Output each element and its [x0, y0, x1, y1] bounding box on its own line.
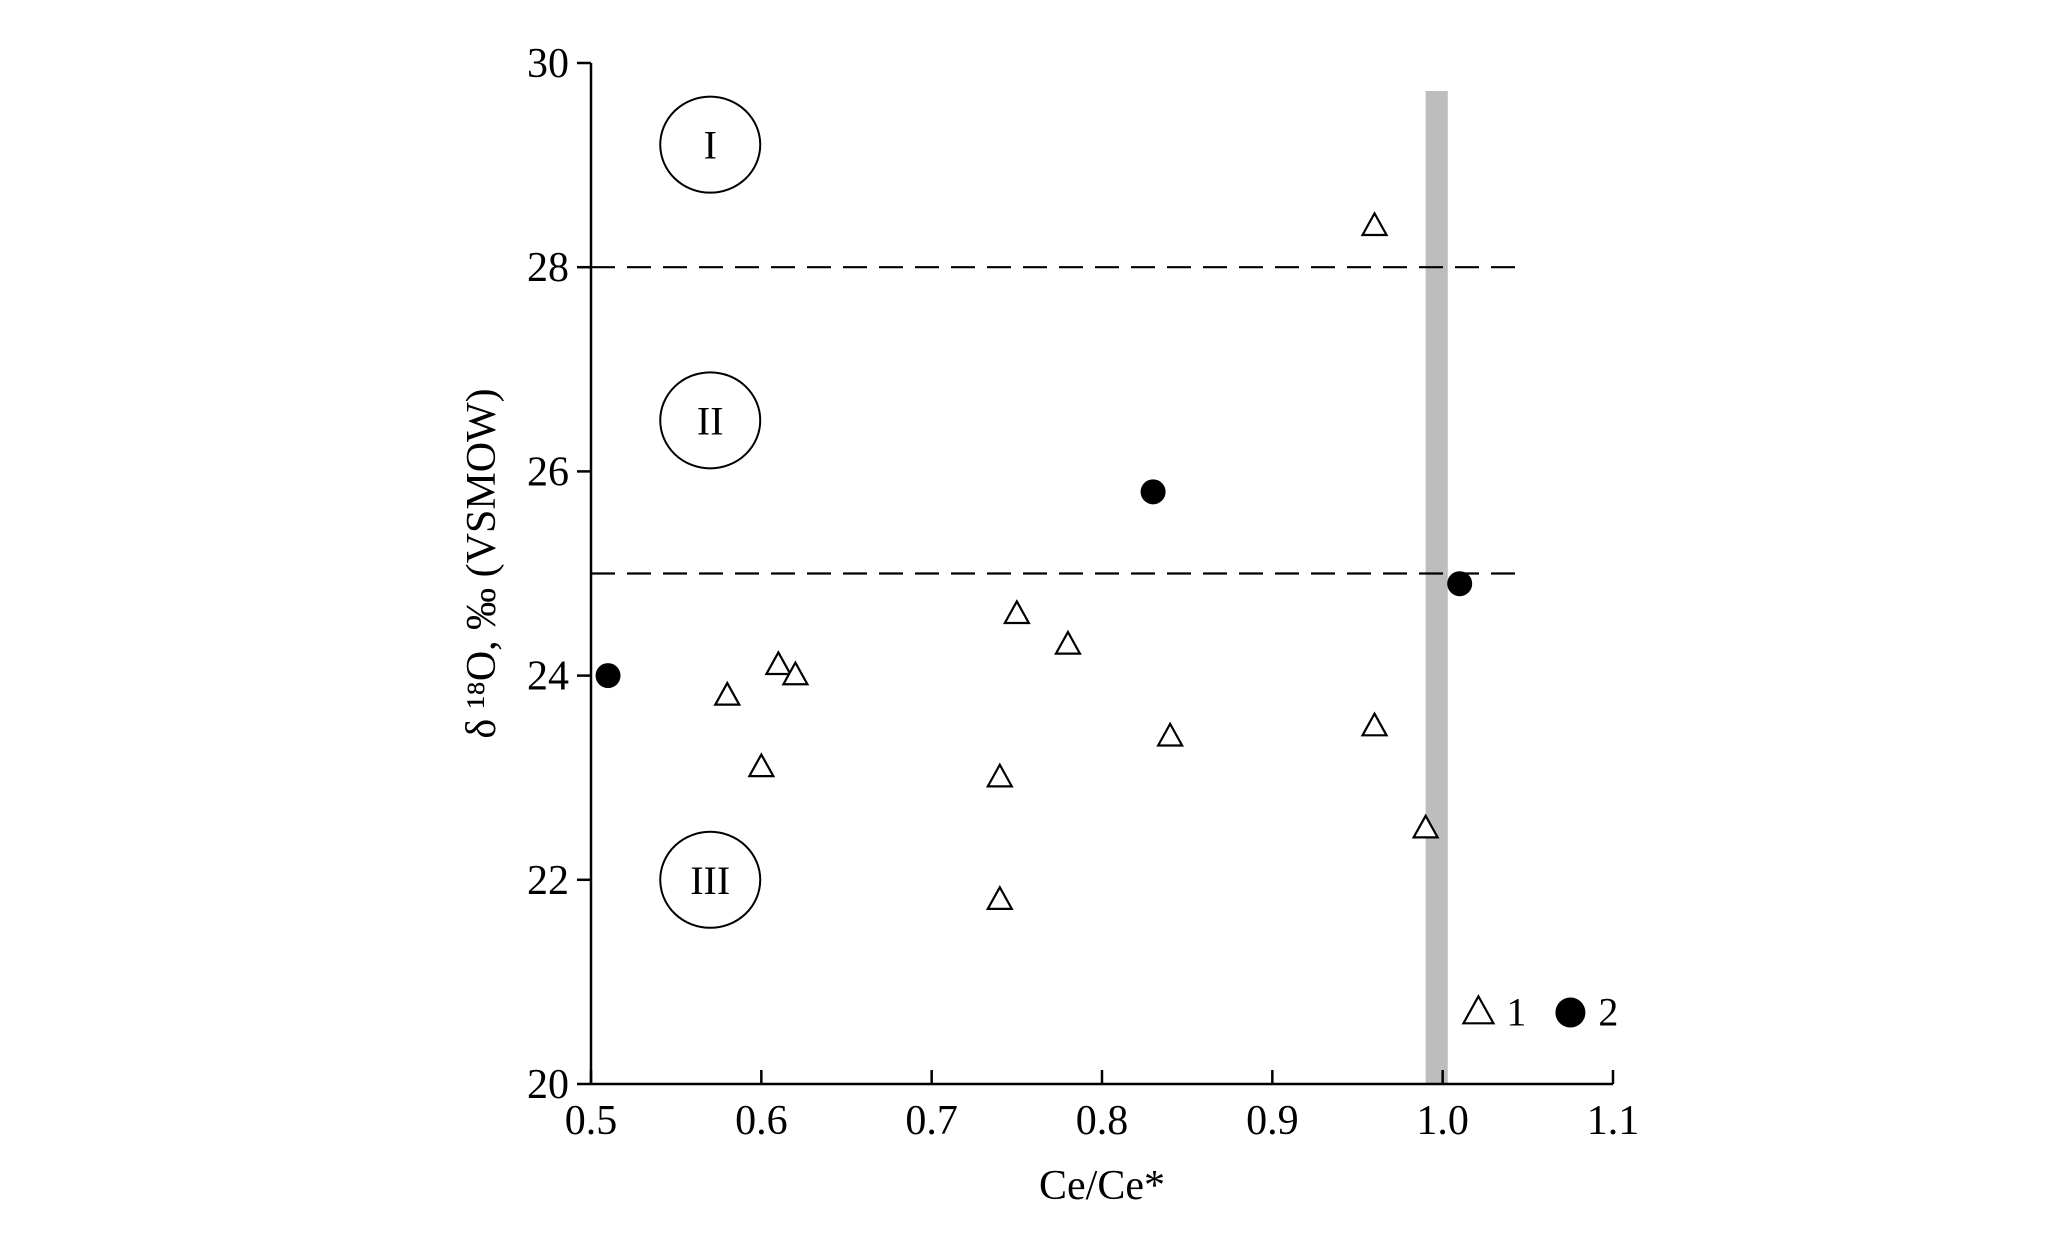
x-axis-title: Ce/Ce*	[1039, 1163, 1165, 1209]
data-point-triangle	[1411, 813, 1440, 839]
reference-lines	[591, 266, 1520, 575]
y-axis-title: δ ¹⁸O, ‰ (VSMOW)	[459, 388, 505, 738]
data-point-circle	[1447, 571, 1473, 597]
zone-label: I	[704, 123, 717, 168]
x-tick-label: 0.8	[1076, 1098, 1129, 1144]
data-point-triangle	[1002, 599, 1031, 625]
data-point-triangle	[781, 660, 810, 686]
zone-label: III	[690, 858, 730, 903]
x-axis-ticks: 0.5 0.6 0.7 0.8 0.9 1.0 1.1	[565, 1070, 1640, 1144]
zone-circle	[659, 95, 762, 194]
legend-marker-circle	[1555, 997, 1586, 1028]
data-point-triangle	[1054, 629, 1082, 655]
zone-label: II	[697, 398, 724, 443]
legend-marker-triangle	[1461, 994, 1496, 1025]
x-tick-label: 0.9	[1246, 1098, 1299, 1144]
x-tick-label: 0.5	[565, 1098, 618, 1144]
data-point-triangle	[1360, 711, 1389, 737]
data-point-triangle	[985, 884, 1014, 910]
data-point-circle	[1140, 479, 1166, 505]
data-point-circle	[595, 663, 621, 689]
zone-circle	[659, 371, 762, 470]
data-point-triangle	[713, 680, 742, 706]
legend-label: 2	[1598, 990, 1618, 1035]
y-axis-ticks: 20 22 24 26 28 30	[527, 41, 591, 1108]
y-tick-label: 20	[527, 1062, 569, 1108]
data-point-triangle	[985, 762, 1014, 788]
reference-band-ce-anomaly	[1425, 91, 1448, 1084]
data-points	[595, 211, 1473, 910]
data-point-triangle	[1360, 211, 1389, 237]
y-tick-label: 24	[527, 654, 569, 700]
x-tick-label: 0.6	[735, 1098, 788, 1144]
y-tick-label: 30	[527, 41, 569, 87]
x-tick-label: 1.0	[1416, 1098, 1469, 1144]
legend-label: 1	[1506, 990, 1526, 1035]
y-tick-label: 28	[527, 245, 569, 291]
y-tick-label: 26	[527, 449, 569, 495]
x-tick-label: 0.7	[905, 1098, 958, 1144]
data-point-triangle	[764, 650, 793, 676]
data-point-triangle	[1156, 721, 1185, 747]
x-tick-label: 1.1	[1587, 1098, 1640, 1144]
zone-circle	[659, 830, 762, 929]
y-tick-label: 22	[527, 858, 569, 904]
data-point-triangle	[747, 752, 776, 778]
